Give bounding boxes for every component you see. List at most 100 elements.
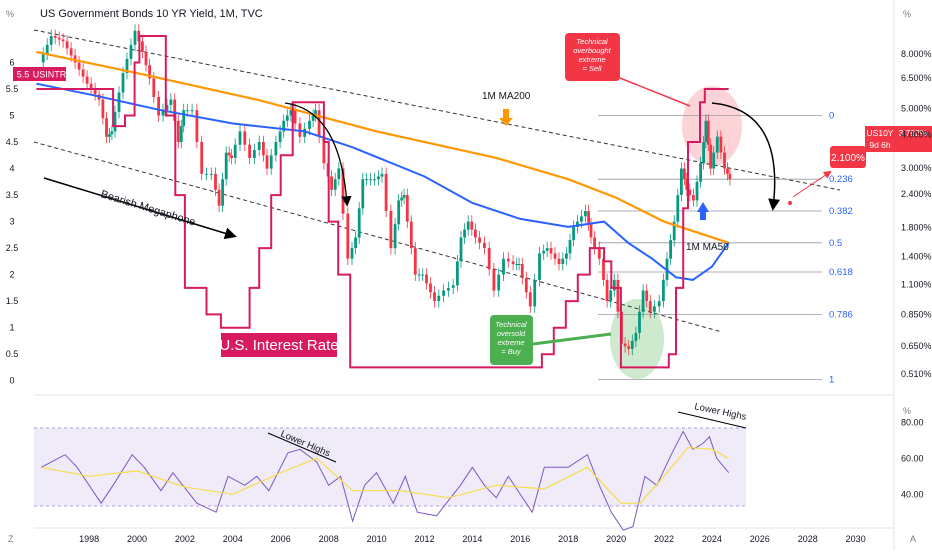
candle-body (41, 53, 45, 63)
left-axis-tick: 3.5 (6, 190, 19, 200)
left-axis-tick: 1.5 (6, 296, 19, 306)
target-value: 2.100% (831, 153, 865, 164)
oversold-line-1: Technical (495, 320, 527, 329)
left-axis-tick: 1 (9, 323, 14, 333)
rsi-band (34, 428, 746, 506)
candle-body (702, 142, 705, 164)
current-value: 3.792% (899, 128, 928, 138)
candle-body (200, 142, 204, 174)
candle-body (524, 278, 528, 293)
right-axis-tick: 4.000% (901, 130, 932, 140)
candle-body (487, 248, 491, 270)
rsi-axis-tick: 60.00 (901, 453, 924, 463)
candle-body (695, 181, 699, 201)
candle-body (110, 131, 114, 135)
candle-body (144, 51, 148, 66)
candle-body (53, 36, 57, 38)
fib-label: 0.618 (829, 267, 853, 278)
candle-body (308, 120, 311, 129)
right-axis-tick: 2.400% (901, 189, 932, 199)
candle-body (380, 173, 384, 177)
candle-body (361, 179, 365, 209)
candle-body (45, 44, 49, 54)
ma50-label: 1M MA50 (686, 242, 729, 253)
candle-body (77, 62, 81, 70)
right-axis-tick: 8.000% (901, 49, 932, 59)
candle-body (463, 229, 466, 238)
candle-body (623, 343, 627, 347)
candle-body (442, 290, 445, 296)
candle-body (176, 120, 180, 142)
candle-body (459, 237, 463, 262)
oversold-line-2: oversold (497, 329, 526, 338)
candle-body (57, 37, 61, 40)
candle-body (233, 144, 237, 158)
candle-body (429, 283, 432, 293)
oversold-pointer (532, 332, 612, 346)
candle-body (612, 279, 616, 291)
rsi-lower-highs-line-2 (677, 411, 747, 429)
time-axis-tick: 2000 (127, 534, 147, 544)
overbought-pointer (619, 77, 691, 107)
candle-body (683, 168, 686, 180)
corner-right: A (910, 534, 916, 544)
time-axis-tick: 2028 (798, 534, 818, 544)
candle-body (723, 152, 726, 169)
time-axis-tick: 2026 (750, 534, 770, 544)
candle-body (265, 155, 269, 169)
candle-body (584, 211, 587, 217)
countdown-text: 9d 6h (869, 140, 891, 150)
rate-tag (13, 67, 33, 81)
candle-body (692, 195, 695, 201)
candle-body (593, 237, 596, 249)
corner-left: Z (8, 534, 14, 544)
candle-body (719, 136, 723, 153)
candle-body (425, 274, 428, 284)
candle-body (672, 221, 676, 241)
right-axis-tick: 6.500% (901, 73, 932, 83)
candle-body (662, 279, 665, 302)
candle-body (545, 248, 549, 251)
left-axis-tick: 6 (9, 58, 14, 68)
candle-body (447, 287, 450, 291)
oversold-text: Technical oversold extreme = Buy (495, 320, 527, 356)
candle-body (478, 237, 481, 243)
fib-label: 0.786 (829, 309, 853, 320)
candle-body (314, 110, 317, 116)
candle-body (538, 253, 541, 280)
candle-body (634, 333, 638, 341)
rate-name-tag (33, 67, 66, 81)
candle-body (369, 179, 372, 181)
time-axis-tick: 2022 (654, 534, 674, 544)
rsi-ma-line (41, 446, 729, 504)
candle-body (648, 301, 652, 312)
candle-body (630, 340, 634, 349)
interest-rate-line (36, 35, 729, 369)
left-axis-tick: 4.5 (6, 137, 19, 147)
candle-body (289, 110, 293, 116)
time-axis-tick: 2024 (702, 534, 722, 544)
ma50-arrow-icon (697, 202, 709, 220)
left-axis-tick: 4 (9, 164, 14, 174)
candle-body (528, 292, 532, 307)
candle-body (278, 131, 282, 142)
right-axis-tick: 1.400% (901, 252, 932, 262)
overbought-line-3: extreme (578, 55, 605, 64)
left-axis-tick: 0.5 (6, 349, 19, 359)
arrow-bearish-megaphone (43, 177, 237, 240)
candle-body (195, 110, 199, 142)
candle-body (165, 104, 169, 111)
candle-body (129, 44, 133, 59)
right-axis-tick: 0.650% (901, 341, 932, 351)
candle-body (121, 73, 125, 93)
candle-body (133, 30, 137, 45)
candle-body (357, 208, 361, 238)
candle-body (641, 290, 645, 312)
right-axis-tick: 3.000% (901, 163, 932, 173)
candle-body (373, 179, 376, 181)
candle-body (157, 96, 160, 116)
candle-body (627, 346, 631, 349)
candle-body (589, 224, 593, 238)
candle-body (285, 115, 289, 121)
